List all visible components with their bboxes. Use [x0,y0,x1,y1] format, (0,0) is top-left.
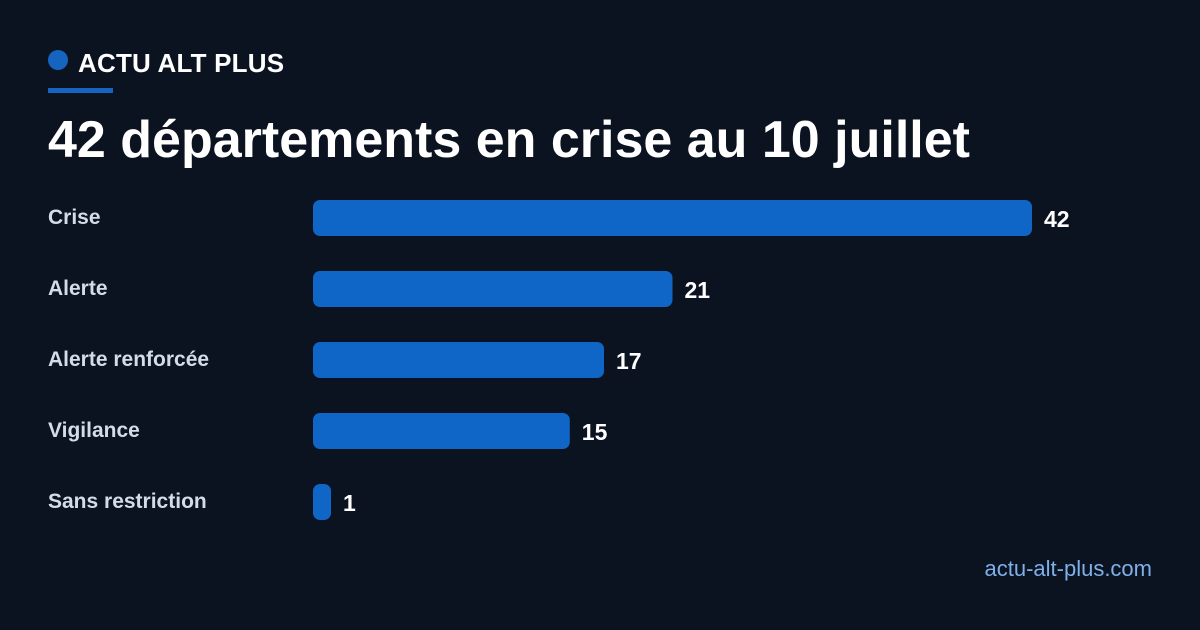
headline: 42 départements en crise au 10 juillet [48,111,970,169]
category-label: Alerte [48,277,108,300]
brand-name: ACTU ALT PLUS [78,47,285,78]
category-label: Alerte renforcée [48,348,209,371]
footer-site-link[interactable]: actu-alt-plus.com [984,556,1152,581]
bar-value-label: 42 [1044,206,1070,232]
category-label: Vigilance [48,419,140,442]
bar-value-label: 17 [616,348,642,374]
bar-vigilance [313,413,570,449]
bar-crise [313,200,1032,236]
bar-sans-restriction [313,484,331,520]
brand: ACTU ALT PLUS [48,46,284,80]
bar-value-label: 15 [582,419,608,445]
bar-value-label: 21 [685,277,711,303]
bar-alerte-renforc-e [313,342,605,378]
category-label: Crise [48,206,101,229]
brand-dot-icon [48,50,68,70]
brand-underline [48,88,113,93]
bar-alerte [313,271,673,307]
category-label: Sans restriction [48,490,207,513]
bar-value-label: 1 [343,490,356,516]
